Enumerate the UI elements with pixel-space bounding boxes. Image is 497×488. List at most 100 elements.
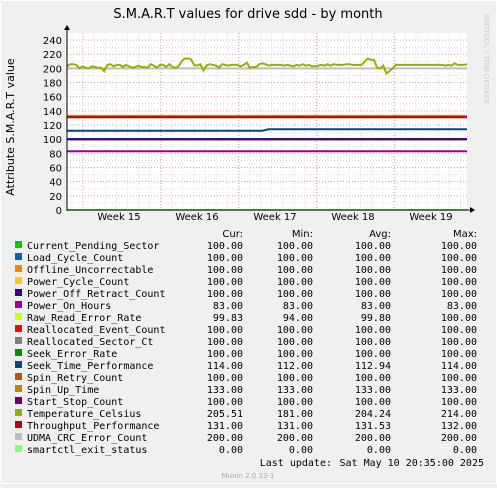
- legend-min: 100.00: [277, 289, 313, 300]
- y-tick-label: 0: [56, 206, 62, 217]
- legend-avg: 100.00: [355, 337, 391, 348]
- legend-min: 100.00: [277, 277, 313, 288]
- legend-cur: 114.00: [207, 361, 243, 372]
- legend-avg: 112.94: [355, 361, 391, 372]
- legend-name: Current_Pending_Sector: [27, 241, 159, 252]
- legend-avg: 100.00: [355, 325, 391, 336]
- legend-min: 100.00: [277, 337, 313, 348]
- y-tick-label: 20: [49, 192, 62, 203]
- legend-header-avg: Avg:: [369, 229, 391, 240]
- legend-row: Power_Off_Retract_Count 100.00 100.00 100.0…: [15, 289, 477, 300]
- legend-swatch: [15, 433, 22, 440]
- last-update-label: Last update:: [260, 458, 332, 469]
- legend-cur: 83.00: [213, 301, 243, 312]
- legend-swatch: [15, 325, 22, 332]
- y-axis-arrow: [64, 25, 70, 30]
- y-tick-label: 40: [49, 178, 62, 189]
- legend-cur: 100.00: [207, 253, 243, 264]
- legend-name: Start_Stop_Count: [27, 397, 123, 408]
- legend-avg: 100.00: [355, 397, 391, 408]
- legend-swatch: [15, 385, 22, 392]
- legend-avg: 100.00: [355, 265, 391, 276]
- legend-max: 100.00: [441, 265, 477, 276]
- legend-swatch: [15, 337, 22, 344]
- legend-min: 83.00: [283, 301, 313, 312]
- legend-cur: 100.00: [207, 349, 243, 360]
- legend-cur: 133.00: [207, 385, 243, 396]
- legend-name: Reallocated_Sector_Ct: [27, 337, 153, 348]
- legend-avg: 131.53: [355, 421, 391, 432]
- y-tick-label: 220: [43, 50, 62, 61]
- legend-name: Load_Cycle_Count: [27, 253, 123, 264]
- x-ticks: Week 15 Week 16 Week 17 Week 18 Week 19: [97, 212, 452, 223]
- legend-name: Power_On_Hours: [27, 301, 111, 312]
- legend-max: 83.00: [447, 301, 477, 312]
- legend-row: Raw_Read_Error_Rate 99.83 94.00 99.80 100.00: [15, 313, 477, 324]
- legend-cur: 100.00: [207, 325, 243, 336]
- legend-row: Seek_Time_Performance 114.00 112.00 112.94 1…: [15, 361, 477, 372]
- legend-row: Offline_Uncorrectable 100.00 100.00 100.00 1…: [15, 265, 477, 276]
- axes: [64, 25, 475, 213]
- legend-swatch: [15, 361, 22, 368]
- y-ticks: 0 20 40 60 80 100 120 140 160 180 200 220 240: [43, 36, 62, 217]
- legend-min: 100.00: [277, 325, 313, 336]
- legend-max: 100.00: [441, 313, 477, 324]
- x-tick-label: Week 19: [409, 212, 452, 223]
- legend-min: 94.00: [283, 313, 313, 324]
- legend-min: 100.00: [277, 265, 313, 276]
- legend-swatch: [15, 373, 22, 380]
- y-tick-label: 200: [43, 64, 62, 75]
- y-tick-label: 240: [43, 36, 62, 47]
- y-tick-label: 180: [43, 79, 62, 90]
- legend-swatch: [15, 301, 22, 308]
- legend-avg: 100.00: [355, 373, 391, 384]
- legend-swatch: [15, 445, 22, 452]
- legend-max: 100.00: [441, 277, 477, 288]
- legend-min: 0.00: [289, 445, 313, 456]
- last-update-value: Sat May 10 20:35:00 2025: [340, 458, 485, 469]
- legend-avg: 100.00: [355, 277, 391, 288]
- x-axis-arrow: [470, 207, 475, 213]
- legend-row: Seek_Error_Rate 100.00 100.00 100.00 100.00: [15, 349, 477, 360]
- legend-avg: 83.00: [361, 301, 391, 312]
- legend-max: 100.00: [441, 337, 477, 348]
- legend-cur: 100.00: [207, 241, 243, 252]
- legend-min: 100.00: [277, 397, 313, 408]
- legend-row: Spin_Retry_Count 100.00 100.00 100.00 100.00: [15, 373, 477, 384]
- y-axis-label: Attribute S.M.A.R.T value: [4, 58, 17, 196]
- legend-avg: 133.00: [355, 385, 391, 396]
- y-tick-label: 120: [43, 121, 62, 132]
- legend-name: smartctl_exit_status: [27, 445, 147, 456]
- legend-min: 112.00: [277, 361, 313, 372]
- legend-row: Reallocated_Sector_Ct 100.00 100.00 100.00 1…: [15, 337, 477, 348]
- legend-min: 133.00: [277, 385, 313, 396]
- legend-avg: 100.00: [355, 289, 391, 300]
- x-tick-label: Week 17: [253, 212, 296, 223]
- legend-name: Power_Off_Retract_Count: [27, 289, 165, 300]
- y-tick-label: 100: [43, 135, 62, 146]
- legend-swatch: [15, 265, 22, 272]
- side-label: RRDTOOL / TOBI OETIKER: [482, 14, 490, 104]
- legend-max: 100.00: [441, 241, 477, 252]
- x-tick-label: Week 18: [331, 212, 374, 223]
- legend-max: 132.00: [441, 421, 477, 432]
- legend-name: Spin_Up_Time: [27, 385, 99, 396]
- legend-cur: 100.00: [207, 337, 243, 348]
- legend-min: 181.00: [277, 409, 313, 420]
- legend-cur: 0.00: [219, 445, 243, 456]
- legend-name: Raw_Read_Error_Rate: [27, 313, 141, 324]
- legend-swatch: [15, 349, 22, 356]
- legend-name: Seek_Error_Rate: [27, 349, 117, 360]
- legend-max: 100.00: [441, 397, 477, 408]
- legend-row: UDMA_CRC_Error_Count 200.00 200.00 200.00 20…: [15, 433, 477, 444]
- legend-name: Power_Cycle_Count: [27, 277, 129, 288]
- legend-header-min: Min:: [292, 229, 313, 240]
- legend-cur: 100.00: [207, 277, 243, 288]
- legend-name: Throughput_Performance: [27, 421, 159, 432]
- legend-swatch: [15, 409, 22, 416]
- legend-avg: 0.00: [367, 445, 391, 456]
- legend-avg: 200.00: [355, 433, 391, 444]
- legend-max: 114.00: [441, 361, 477, 372]
- legend-swatch: [15, 253, 22, 260]
